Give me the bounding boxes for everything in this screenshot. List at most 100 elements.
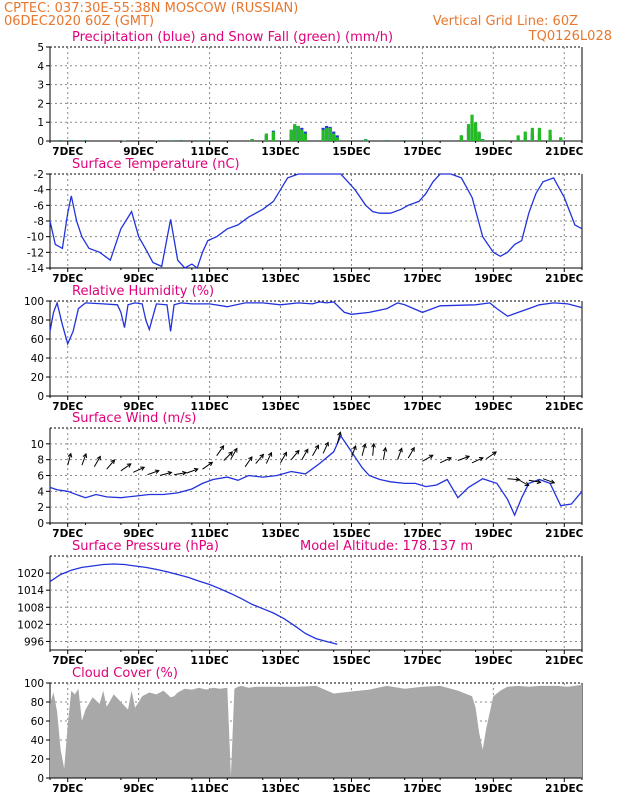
wind-arrow-shaft: [517, 479, 529, 486]
wind-arrow-shaft: [216, 445, 225, 456]
precip-bar-green: [271, 131, 276, 141]
wind-arrow-head: [96, 455, 101, 461]
wind-arrow-shaft: [485, 451, 497, 460]
rh-line: [49, 300, 583, 346]
pressure-title: Surface Pressure (hPa): [72, 539, 219, 554]
wind-arrow-shaft: [528, 479, 541, 483]
wind-xtick-label: 19DEC: [474, 528, 513, 540]
wind-arrow-head: [228, 451, 234, 456]
wind-arrow-head: [492, 451, 497, 456]
rh-ytick-label: 60: [31, 334, 44, 346]
precip-bar-green: [559, 137, 563, 141]
precip-bar-green: [502, 140, 506, 141]
wind-arrow-shaft: [159, 471, 172, 476]
wind-arrow-head: [110, 459, 116, 465]
temp-ytick-label: -8: [34, 216, 44, 228]
cloud-ytick-label: 100: [24, 678, 44, 690]
temp-xtick-label: 13DEC: [261, 273, 300, 285]
wind-arrow-head: [465, 455, 471, 460]
rh-ytick-label: 0: [37, 391, 44, 403]
rh-ytick-label: 40: [31, 353, 44, 365]
wind-arrow-head: [314, 444, 320, 450]
wind-arrow-head: [182, 470, 188, 476]
rh-ytick-label: 20: [31, 372, 44, 384]
wind-ytick-label: 8: [37, 455, 44, 467]
wind-arrow-head: [82, 452, 88, 458]
wind-arrow-head: [398, 447, 403, 453]
wind-arrow-head: [259, 453, 265, 459]
wind-arrow-shaft: [106, 459, 115, 470]
temp-ytick-label: -14: [27, 263, 44, 275]
rh-xtick-label: 21DEC: [545, 401, 584, 413]
temp-xtick-label: 9DEC: [123, 273, 154, 285]
cloud-panel: 0 20 40 60 80 100 7DEC 9DEC 11DEC 13DEC 15DEC 17DEC…: [24, 666, 584, 795]
pressure-xtick-label: 13DEC: [261, 655, 300, 667]
precip-xtick-label: 13DEC: [261, 146, 300, 158]
precip-bar-green: [459, 135, 464, 141]
precip-bar-green: [197, 140, 201, 141]
precip-bar-green: [264, 133, 268, 141]
wind-arrow-head: [371, 442, 376, 448]
wind-arrow-head: [362, 443, 367, 449]
precip-bar-green: [293, 124, 297, 141]
wind-arrow-head: [550, 479, 556, 484]
precip-bar-green: [474, 122, 478, 141]
temp-xtick-label: 11DEC: [190, 273, 229, 285]
wind-arrow-shaft: [67, 453, 72, 466]
wind-arrow-shaft: [186, 468, 198, 474]
rh-xtick-label: 7DEC: [52, 401, 83, 413]
precip-bar-green: [516, 135, 520, 141]
header-model-code: TQ0126L028: [528, 29, 612, 44]
wind-arrow-shaft: [372, 443, 375, 456]
wind-arrow-shaft: [397, 448, 403, 460]
wind-arrow-head: [324, 441, 329, 447]
wind-arrow-shaft: [244, 456, 253, 468]
pressure-ytick-label: 996: [24, 636, 44, 648]
precip-bar-green: [335, 137, 339, 141]
wind-arrow-shaft: [507, 478, 520, 481]
pressure-ytick-label: 1002: [17, 619, 44, 631]
cloud-ytick-label: 0: [37, 773, 44, 785]
pressure-xtick-label: 15DEC: [332, 655, 371, 667]
wind-xtick-label: 11DEC: [190, 528, 229, 540]
wind-arrow-shaft: [301, 449, 309, 460]
wind-arrow-head: [167, 471, 173, 476]
rh-xtick-label: 9DEC: [123, 401, 154, 413]
cloud-title: Cloud Cover (%): [72, 666, 178, 681]
rh-xtick-label: 17DEC: [403, 401, 442, 413]
wind-arrow-head: [67, 452, 73, 458]
precip-xtick-label: 11DEC: [190, 146, 229, 158]
wind-arrow-shaft: [255, 454, 264, 464]
precip-xtick-label: 15DEC: [332, 146, 371, 158]
temp-xtick-label: 17DEC: [403, 273, 442, 285]
pressure-xtick-label: 19DEC: [474, 655, 513, 667]
cloud-ytick-label: 80: [31, 697, 44, 709]
wind-ytick-label: 4: [37, 486, 44, 498]
precip-bar-green: [250, 139, 254, 141]
rh-xtick-label: 19DEC: [474, 401, 513, 413]
temp-xtick-label: 7DEC: [52, 273, 83, 285]
precip-panel: 0 1 2 3 4 5 7DEC 9DEC 11DEC 13DEC 15DEC 17DEC 19DEC 2…: [37, 30, 583, 158]
temp-panel: -14 -12 -10 -8 -6 -4 -2 7DEC 9DEC 11DEC 13DEC 15DEC…: [27, 157, 584, 285]
wind-arrow-shaft: [120, 463, 132, 472]
precip-xtick-label: 21DEC: [545, 146, 584, 158]
pressure-xtick-label: 11DEC: [190, 655, 229, 667]
precip-title: Precipitation (blue) and Snow Fall (gree…: [72, 30, 393, 45]
precip-xtick-label: 7DEC: [52, 146, 83, 158]
rh-title: Relative Humidity (%): [72, 284, 214, 299]
panels: 0 1 2 3 4 5 7DEC 9DEC 11DEC 13DEC 15DEC 17DEC 19DEC 2…: [17, 30, 583, 795]
wind-xtick-label: 9DEC: [123, 528, 154, 540]
precip-bar-green: [296, 125, 300, 141]
wind-arrow-shaft: [290, 450, 300, 461]
wind-arrow-head: [193, 467, 199, 473]
pressure-ytick-label: 1014: [17, 585, 44, 597]
temp-ytick-label: -10: [27, 232, 44, 244]
temp-xtick-label: 21DEC: [545, 273, 584, 285]
wind-title: Surface Wind (m/s): [72, 411, 196, 426]
wind-arrow-head: [304, 448, 309, 454]
wind-arrow-shaft: [230, 448, 238, 460]
wind-arrow-shaft: [336, 432, 341, 444]
wind-xtick-label: 17DEC: [403, 528, 442, 540]
pressure-xtick-label: 21DEC: [545, 655, 584, 667]
